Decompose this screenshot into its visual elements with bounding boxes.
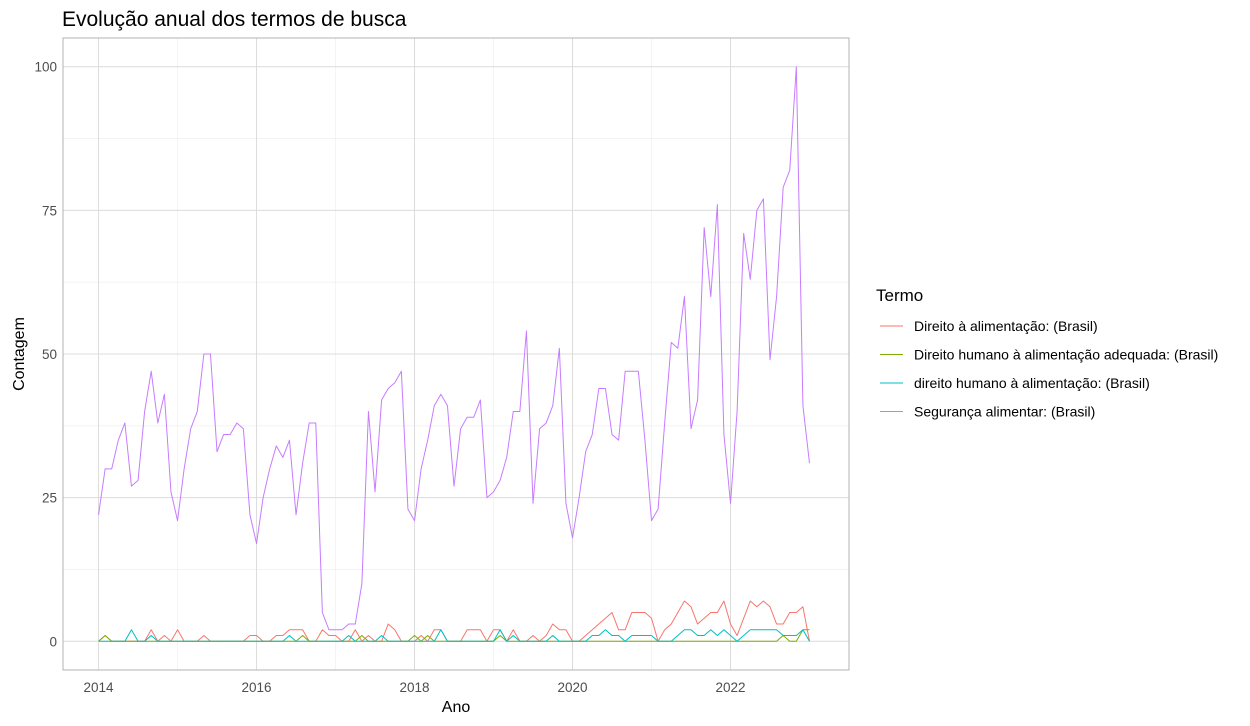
legend-title: Termo: [876, 286, 923, 305]
chart-title: Evolução anual dos termos de busca: [62, 8, 407, 31]
x-tick-label: 2016: [242, 680, 272, 695]
y-axis-label: Contagem: [11, 317, 28, 391]
y-tick-label: 75: [42, 203, 57, 218]
legend-label-3: direito humano à alimentação: (Brasil): [914, 375, 1150, 391]
x-tick-label: 2014: [84, 680, 115, 695]
y-axis-ticks: 0 25 50 75 100: [34, 60, 57, 650]
y-tick-label: 50: [42, 347, 57, 362]
legend: Termo Direito à alimentação: (Brasil)Dir…: [876, 286, 1218, 420]
y-tick-label: 25: [42, 491, 57, 506]
legend-label-2: Direito humano à alimentação adequada: (…: [914, 347, 1218, 363]
x-tick-label: 2022: [715, 680, 745, 695]
legend-items: Direito à alimentação: (Brasil) Direito h…: [880, 318, 1218, 420]
legend-label-4: Segurança alimentar: (Brasil): [914, 404, 1095, 420]
grid: [63, 38, 849, 670]
y-tick-label: 100: [34, 60, 57, 75]
x-axis-label: Ano: [442, 699, 471, 716]
panel-border: [62, 37, 850, 671]
x-tick-label: 2018: [400, 680, 430, 695]
legend-label-1: Direito à alimentação: (Brasil): [914, 318, 1098, 334]
series-lines: [98, 66, 810, 642]
x-axis-ticks: 2014 2016 2018 2020 2022: [84, 680, 746, 695]
series-line-4: [98, 66, 810, 631]
series-line-3: [98, 629, 810, 642]
y-tick-label: 0: [49, 634, 57, 649]
x-tick-label: 2020: [557, 680, 587, 695]
